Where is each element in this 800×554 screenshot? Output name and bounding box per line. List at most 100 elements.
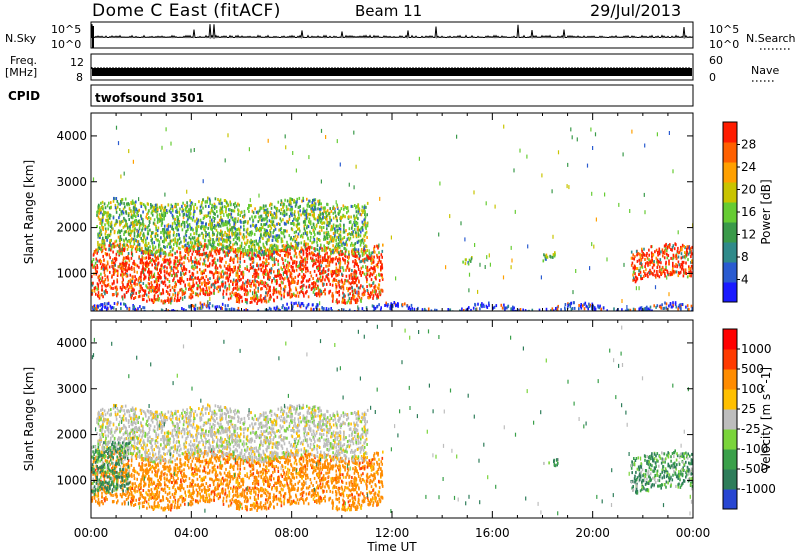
range-gate-cell — [288, 217, 291, 221]
range-gate-cell — [153, 294, 156, 298]
range-gate-cell — [661, 265, 664, 269]
range-gate-cell — [256, 250, 258, 254]
range-gate-cell — [226, 240, 228, 244]
range-gate-cell — [219, 285, 221, 289]
range-gate-cell — [181, 209, 184, 213]
range-gate-cell — [102, 226, 105, 229]
range-gate-cell — [157, 294, 159, 298]
range-gate-cell — [202, 217, 205, 220]
range-gate-cell — [357, 286, 360, 290]
range-gate-cell — [127, 256, 129, 260]
range-gate-cell — [362, 291, 365, 295]
range-gate-cell — [170, 239, 173, 243]
range-gate-cell — [257, 281, 260, 284]
range-gate-cell — [102, 267, 105, 271]
range-gate-cell — [465, 258, 467, 262]
range-gate-cell — [156, 288, 159, 292]
range-gate-cell — [102, 241, 105, 245]
range-gate-cell — [249, 248, 251, 251]
range-gate-cell — [102, 228, 104, 231]
range-gate-cell — [131, 229, 134, 233]
range-gate-cell — [300, 259, 302, 263]
range-gate-cell — [163, 250, 165, 254]
range-gate-cell — [375, 264, 378, 268]
range-gate-cell — [144, 289, 146, 293]
range-gate-cell — [253, 232, 256, 236]
range-gate-cell — [265, 262, 267, 266]
range-gate-cell — [140, 284, 142, 288]
range-gate-cell — [193, 248, 195, 251]
range-gate-cell — [239, 294, 241, 298]
range-gate-cell — [293, 217, 295, 221]
range-gate-cell — [314, 202, 317, 206]
range-gate-cell — [237, 266, 239, 270]
range-gate-cell — [552, 255, 554, 259]
range-gate-cell — [332, 257, 334, 261]
range-gate-cell — [102, 263, 104, 267]
range-gate-cell — [339, 266, 342, 269]
range-gate-cell — [100, 230, 102, 234]
range-gate-cell — [114, 286, 117, 290]
range-gate-cell — [362, 211, 364, 214]
range-gate-cell — [297, 241, 300, 245]
range-gate-cell — [252, 260, 255, 264]
range-gate-cell — [318, 199, 321, 203]
range-gate-cell — [345, 279, 348, 283]
range-gate-cell — [322, 290, 325, 293]
station-title: Dome C East (fitACF) — [92, 1, 281, 21]
range-gate-cell — [255, 210, 258, 214]
range-gate-cell — [381, 266, 384, 270]
range-gate-cell — [125, 261, 127, 265]
range-gate-cell — [367, 255, 369, 259]
range-gate-cell — [158, 253, 161, 257]
range-gate-cell — [271, 220, 273, 224]
range-gate-cell — [274, 279, 277, 283]
range-gate-cell — [226, 220, 229, 224]
range-gate-cell — [269, 268, 271, 272]
range-gate-cell — [143, 274, 146, 278]
range-gate-cell — [110, 246, 113, 250]
range-gate-cell — [102, 280, 104, 284]
range-gate-cell — [142, 210, 144, 214]
range-gate-cell — [341, 237, 344, 241]
range-gate-cell — [136, 245, 138, 249]
range-gate-cell — [196, 249, 199, 253]
range-gate-cell — [679, 248, 682, 252]
range-gate-cell — [285, 271, 287, 275]
range-gate-cell — [301, 287, 304, 291]
range-gate-cell — [131, 277, 134, 281]
range-gate-cell — [335, 283, 337, 286]
range-gate-cell — [356, 254, 358, 258]
range-gate-cell — [100, 201, 102, 205]
range-gate-cell — [666, 252, 668, 256]
range-gate-cell — [214, 212, 216, 216]
range-gate-cell — [137, 220, 140, 223]
range-gate-cell — [231, 216, 234, 220]
range-gate-cell — [249, 284, 251, 288]
range-gate-cell — [162, 231, 165, 235]
range-gate-cell — [365, 245, 368, 249]
range-gate-cell — [204, 268, 207, 272]
range-gate-cell — [121, 252, 124, 256]
range-gate-cell — [643, 274, 645, 278]
range-gate-cell — [186, 220, 188, 224]
range-gate-cell — [308, 247, 311, 251]
range-gate-cell — [299, 235, 302, 239]
range-gate-cell — [290, 236, 292, 240]
range-gate-cell — [268, 270, 271, 274]
range-gate-cell — [330, 228, 332, 232]
range-gate-cell — [290, 301, 293, 305]
range-gate-cell — [103, 246, 106, 250]
range-gate-cell — [267, 277, 269, 281]
range-gate-cell — [306, 208, 308, 212]
range-gate-cell — [658, 252, 661, 256]
range-gate-cell — [631, 261, 634, 265]
range-gate-cell — [100, 260, 103, 263]
range-gate-cell — [186, 256, 189, 260]
range-gate-cell — [224, 220, 227, 224]
range-gate-cell — [276, 207, 279, 211]
range-gate-cell — [248, 253, 250, 257]
range-gate-cell — [188, 215, 191, 219]
range-gate-cell — [630, 263, 633, 267]
range-gate-cell — [271, 253, 273, 257]
